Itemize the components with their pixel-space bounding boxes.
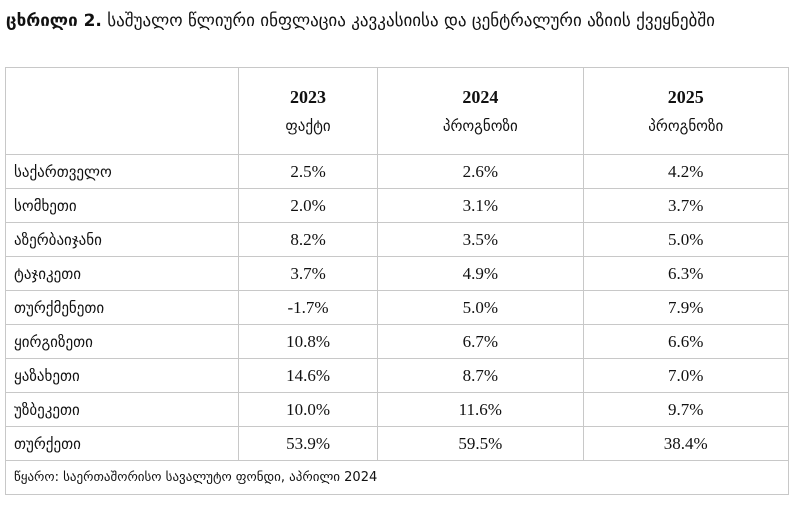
- inflation-value: 5.0%: [582, 222, 790, 257]
- inflation-value: 14.6%: [237, 358, 379, 393]
- inflation-value: 6.6%: [582, 324, 790, 359]
- column-type: პროგნოზი: [648, 117, 724, 135]
- header-2023: 2023 ფაქტი: [237, 67, 379, 155]
- table-row: ტაჯიკეთი 3.7% 4.9% 6.3%: [5, 256, 790, 291]
- source-row: წყარო: საერთაშორისო სავალუტო ფონდი, აპრი…: [5, 460, 789, 495]
- country-name: თურქმენეთი: [5, 290, 239, 325]
- header-row: 2023 ფაქტი 2024 პროგნოზი 2025 პროგნოზი: [5, 67, 790, 155]
- inflation-value: 10.8%: [237, 324, 379, 359]
- inflation-value: 3.7%: [582, 188, 790, 223]
- table-row: თურქეთი 53.9% 59.5% 38.4%: [5, 426, 790, 461]
- column-year: 2024: [462, 87, 499, 107]
- column-year: 2025: [667, 87, 704, 107]
- table-row: ყაზახეთი 14.6% 8.7% 7.0%: [5, 358, 790, 393]
- inflation-value: 53.9%: [237, 426, 379, 461]
- inflation-value: 3.7%: [237, 256, 379, 291]
- country-name: ყირგიზეთი: [5, 324, 239, 359]
- inflation-value: 3.5%: [377, 222, 584, 257]
- inflation-value: 6.3%: [582, 256, 790, 291]
- country-name: ყაზახეთი: [5, 358, 239, 393]
- column-year: 2023: [290, 87, 327, 107]
- inflation-value: 11.6%: [377, 392, 584, 427]
- country-name: უზბეკეთი: [5, 392, 239, 427]
- table-caption: ცხრილი 2. საშუალო წლიური ინფლაცია კავკას…: [6, 6, 786, 36]
- inflation-value: 2.0%: [237, 188, 379, 223]
- inflation-value: 5.0%: [377, 290, 584, 325]
- header-2024: 2024 პროგნოზი: [377, 67, 584, 155]
- inflation-value: 6.7%: [377, 324, 584, 359]
- country-name: საქართველო: [5, 154, 239, 189]
- inflation-table: 2023 ფაქტი 2024 პროგნოზი 2025 პროგნოზი საქა…: [5, 67, 790, 495]
- inflation-value: 59.5%: [377, 426, 584, 461]
- inflation-value: 3.1%: [377, 188, 584, 223]
- inflation-value: 8.7%: [377, 358, 584, 393]
- table-row: თურქმენეთი -1.7% 5.0% 7.9%: [5, 290, 790, 325]
- header-empty: [5, 67, 239, 155]
- inflation-value: 8.2%: [237, 222, 379, 257]
- inflation-value: 38.4%: [582, 426, 790, 461]
- source-note: წყარო: საერთაშორისო სავალუტო ფონდი, აპრი…: [5, 460, 789, 495]
- column-type: ფაქტი: [285, 117, 331, 135]
- caption-text: საშუალო წლიური ინფლაცია კავკასიისა და ცე…: [107, 11, 715, 31]
- country-name: სომხეთი: [5, 188, 239, 223]
- inflation-value: -1.7%: [237, 290, 379, 325]
- inflation-value: 4.9%: [377, 256, 584, 291]
- inflation-value: 10.0%: [237, 392, 379, 427]
- country-name: ტაჯიკეთი: [5, 256, 239, 291]
- country-name: თურქეთი: [5, 426, 239, 461]
- header-2025: 2025 პროგნოზი: [582, 67, 790, 155]
- country-name: აზერბაიჯანი: [5, 222, 239, 257]
- table-row: აზერბაიჯანი 8.2% 3.5% 5.0%: [5, 222, 790, 257]
- table-row: სომხეთი 2.0% 3.1% 3.7%: [5, 188, 790, 223]
- inflation-value: 7.9%: [582, 290, 790, 325]
- inflation-value: 2.6%: [377, 154, 584, 189]
- caption-label: ცხრილი 2.: [6, 11, 102, 31]
- column-type: პროგნოზი: [442, 117, 518, 135]
- inflation-value: 9.7%: [582, 392, 790, 427]
- table-row: საქართველო 2.5% 2.6% 4.2%: [5, 154, 790, 189]
- table-row: ყირგიზეთი 10.8% 6.7% 6.6%: [5, 324, 790, 359]
- inflation-value: 2.5%: [237, 154, 379, 189]
- table-row: უზბეკეთი 10.0% 11.6% 9.7%: [5, 392, 790, 427]
- inflation-value: 7.0%: [582, 358, 790, 393]
- inflation-value: 4.2%: [582, 154, 790, 189]
